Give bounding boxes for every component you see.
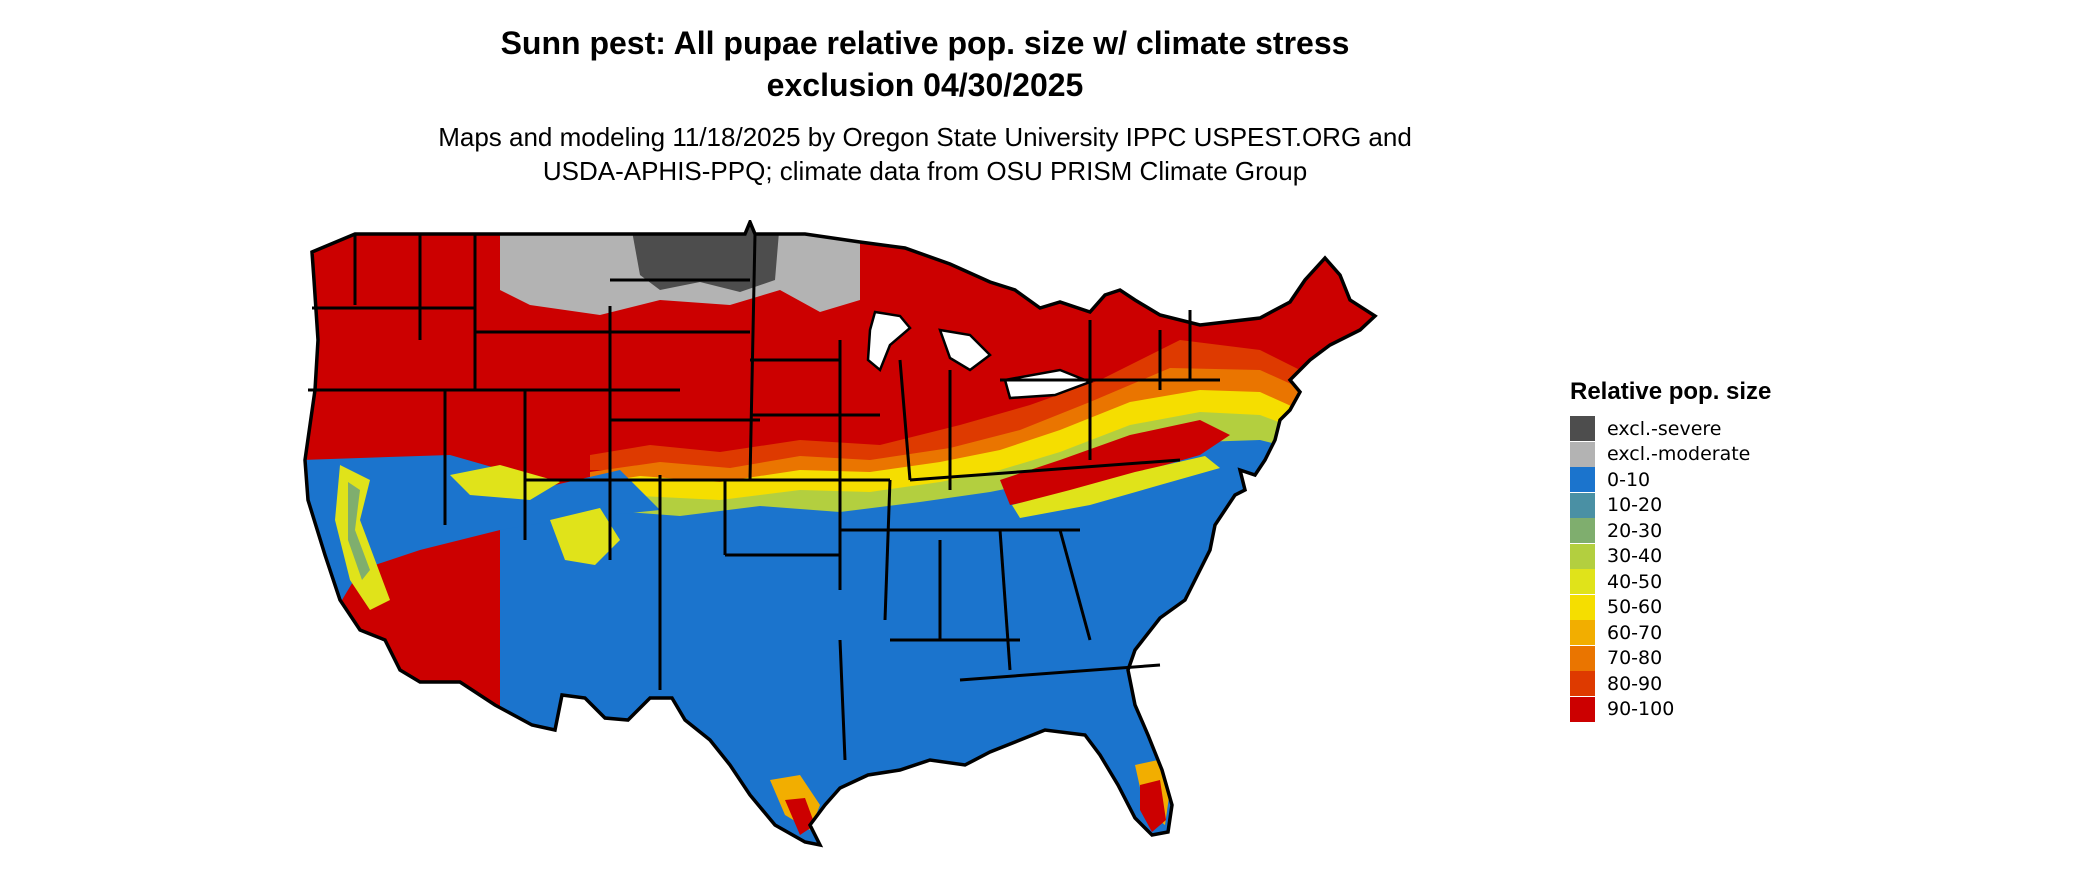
lake-erie	[1003, 368, 1094, 400]
legend-item: 60-70	[1570, 620, 1771, 646]
legend-title: Relative pop. size	[1570, 378, 1772, 405]
zone-20-30-ca	[348, 482, 370, 580]
map-subtitle-line-2: USDA-APHIS-PPQ; climate data from OSU PR…	[542, 156, 1308, 186]
legend-label: 60-70	[1607, 621, 1663, 644]
zone-40-50-az	[450, 465, 560, 500]
legend-label: 70-80	[1607, 647, 1663, 670]
legend-label: excl.-severe	[1607, 417, 1722, 440]
legend-items: excl.-severe excl.-moderate 0-10 10-20 20-30…	[1570, 416, 1771, 722]
legend-item: 80-90	[1570, 671, 1771, 697]
legend-label: 50-60	[1607, 596, 1663, 619]
state-borders	[308, 233, 1220, 761]
legend-item: 50-60	[1570, 594, 1771, 621]
legend-label: 30-40	[1607, 545, 1663, 568]
legend-item: excl.-severe	[1570, 416, 1771, 442]
us-map-svg	[303, 220, 1377, 847]
zone-excl-severe	[630, 222, 780, 292]
legend-item: 40-50	[1570, 569, 1771, 595]
map-legend: Relative pop. size excl.-severe excl.-mod…	[1570, 378, 1771, 722]
legend-item: 20-30	[1570, 518, 1771, 544]
legend-item: 90-100	[1570, 696, 1771, 723]
legend-label: 10-20	[1607, 494, 1663, 517]
map-title-line-1: Sunn pest: All pupae relative pop. size …	[500, 25, 1350, 61]
legend-item: excl.-moderate	[1570, 441, 1771, 468]
legend-item: 0-10	[1570, 467, 1771, 493]
legend-label: 40-50	[1607, 570, 1663, 593]
lake-huron	[938, 328, 992, 372]
legend-swatch	[1570, 518, 1595, 544]
zone-90-100-appalachia	[1000, 420, 1230, 505]
legend-item: 70-80	[1570, 645, 1771, 672]
lake-michigan	[866, 310, 912, 373]
legend-label: 80-90	[1607, 672, 1663, 695]
zone-40-50-appalachia	[1012, 456, 1220, 518]
legend-label: 0-10	[1607, 468, 1651, 491]
legend-swatch	[1570, 416, 1595, 442]
legend-item: 30-40	[1570, 543, 1771, 570]
legend-swatch	[1570, 620, 1595, 646]
legend-swatch	[1570, 441, 1595, 467]
legend-swatch	[1570, 492, 1595, 518]
map-subtitle-line-1: Maps and modeling 11/18/2025 by Oregon S…	[438, 122, 1412, 152]
legend-swatch	[1570, 543, 1595, 569]
great-lakes	[866, 310, 1094, 400]
title-block: Sunn pest: All pupae relative pop. size …	[0, 22, 1850, 188]
zone-90-100-fl	[1140, 780, 1166, 832]
zone-90-100-tx	[785, 798, 815, 835]
legend-label: excl.-moderate	[1607, 443, 1751, 466]
legend-label: 90-100	[1607, 698, 1675, 721]
map-title-line-2: exclusion 04/30/2025	[766, 67, 1084, 103]
legend-swatch	[1570, 645, 1595, 671]
legend-item: 10-20	[1570, 492, 1771, 519]
legend-swatch	[1570, 594, 1595, 620]
legend-swatch	[1570, 671, 1595, 697]
us-map	[300, 220, 1560, 890]
zone-0-10-west	[305, 455, 660, 620]
legend-swatch	[1570, 569, 1595, 595]
legend-swatch	[1570, 467, 1595, 493]
legend-swatch	[1570, 696, 1595, 722]
legend-label: 20-30	[1607, 519, 1663, 542]
zone-40-50-nm	[550, 508, 620, 565]
